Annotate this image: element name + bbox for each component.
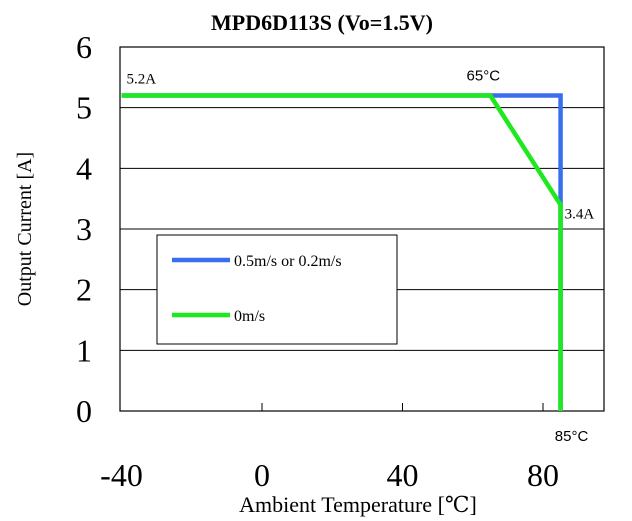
annotation-label-0: 5.2A [127, 72, 157, 88]
y-tick-label-3: 3 [76, 211, 92, 247]
y-tick-label-6: 6 [76, 29, 92, 65]
legend: 0.5m/s or 0.2m/s 0m/s [156, 234, 398, 345]
legend-box [156, 234, 398, 345]
series-lines [121, 93, 563, 411]
annotations: 5.2A 65°C 3.4A 85°C [127, 68, 595, 445]
y-tick-label-0: 0 [76, 393, 92, 429]
series-line-1 [121, 93, 563, 411]
x-tick-label-0: -40 [100, 457, 143, 493]
y-axis-tick-labels: 0 1 2 3 4 5 6 [76, 29, 92, 429]
annotation-label-1: 65°C [467, 68, 501, 85]
x-tick-label-3: 80 [527, 457, 559, 493]
annotation-label-3: 85°C [555, 428, 589, 445]
legend-label-0: 0.5m/s or 0.2m/s [234, 253, 342, 270]
y-tick-label-1: 1 [76, 332, 92, 368]
annotation-label-2: 3.4A [565, 207, 595, 223]
x-tick-label-2: 40 [387, 457, 419, 493]
y-tick-label-5: 5 [76, 90, 92, 126]
legend-label-1: 0m/s [234, 308, 265, 325]
y-tick-label-2: 2 [76, 272, 92, 308]
plot-area-frame [119, 46, 605, 412]
y-axis-label: Output Current [A] [14, 152, 36, 306]
x-axis-ticks [261, 403, 544, 411]
chart-title: MPD6D113S (Vo=1.5V) [211, 10, 433, 35]
x-axis-label: Ambient Temperature [℃] [239, 492, 477, 517]
y-tick-label-4: 4 [76, 150, 92, 186]
x-tick-label-1: 0 [254, 457, 270, 493]
x-axis-tick-labels: -40 0 40 80 [100, 457, 559, 493]
